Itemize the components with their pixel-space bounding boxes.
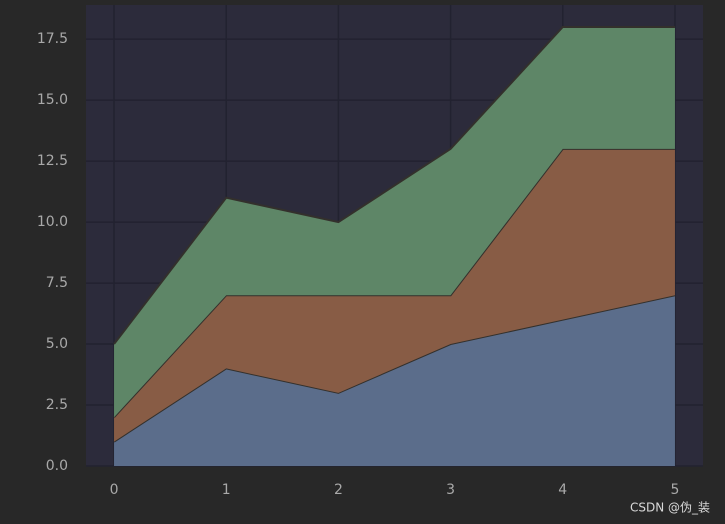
area bbox=[114, 295, 675, 466]
x-tick-label: 0 bbox=[110, 482, 119, 498]
x-tick-label: 2 bbox=[334, 482, 343, 498]
y-tick-label: 2.5 bbox=[46, 397, 68, 413]
x-tick-label: 3 bbox=[446, 482, 455, 498]
y-tick-label: 10.0 bbox=[37, 214, 68, 230]
watermark: CSDN @伪_装 bbox=[630, 501, 710, 515]
area bbox=[114, 26, 675, 418]
area-edge bbox=[113, 25, 675, 345]
y-tick-label: 0.0 bbox=[46, 458, 68, 474]
y-tick-label: 15.0 bbox=[37, 92, 68, 108]
x-tick-label: 1 bbox=[222, 482, 231, 498]
y-tick-label: 12.5 bbox=[37, 153, 68, 169]
y-tick-label: 17.5 bbox=[37, 31, 68, 47]
x-tick-label: 4 bbox=[558, 482, 567, 498]
y-tick-label: 5.0 bbox=[46, 336, 68, 352]
x-tick-label: 5 bbox=[670, 482, 679, 498]
y-tick-label: 7.5 bbox=[46, 275, 68, 291]
